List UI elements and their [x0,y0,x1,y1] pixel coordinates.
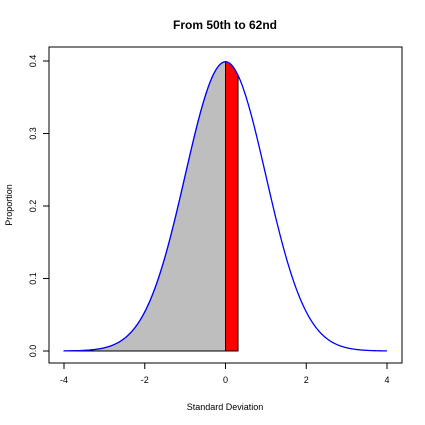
y-tick-label: 0.1 [28,272,38,285]
plot-area [63,61,388,352]
x-tick-label: 2 [304,375,309,385]
x-axis-label: Standard Deviation [187,402,264,412]
x-axis: -4 -2 0 2 4 [60,362,390,385]
density-curve [63,61,388,352]
shaded-region-1 [63,61,226,352]
x-tick-label: -4 [60,375,68,385]
y-axis: 0.0 0.1 0.2 0.3 0.4 [28,55,50,358]
y-axis-label: Proportion [4,184,14,226]
chart-title: From 50th to 62nd [173,18,277,32]
x-tick-label: 0 [223,375,228,385]
x-tick-label: 4 [384,375,389,385]
y-tick-label: 0.4 [28,55,38,68]
x-tick-label: -2 [141,375,149,385]
y-tick-label: 0.0 [28,345,38,358]
y-tick-label: 0.3 [28,127,38,140]
y-tick-label: 0.2 [28,200,38,213]
shaded-region-2 [225,61,239,352]
